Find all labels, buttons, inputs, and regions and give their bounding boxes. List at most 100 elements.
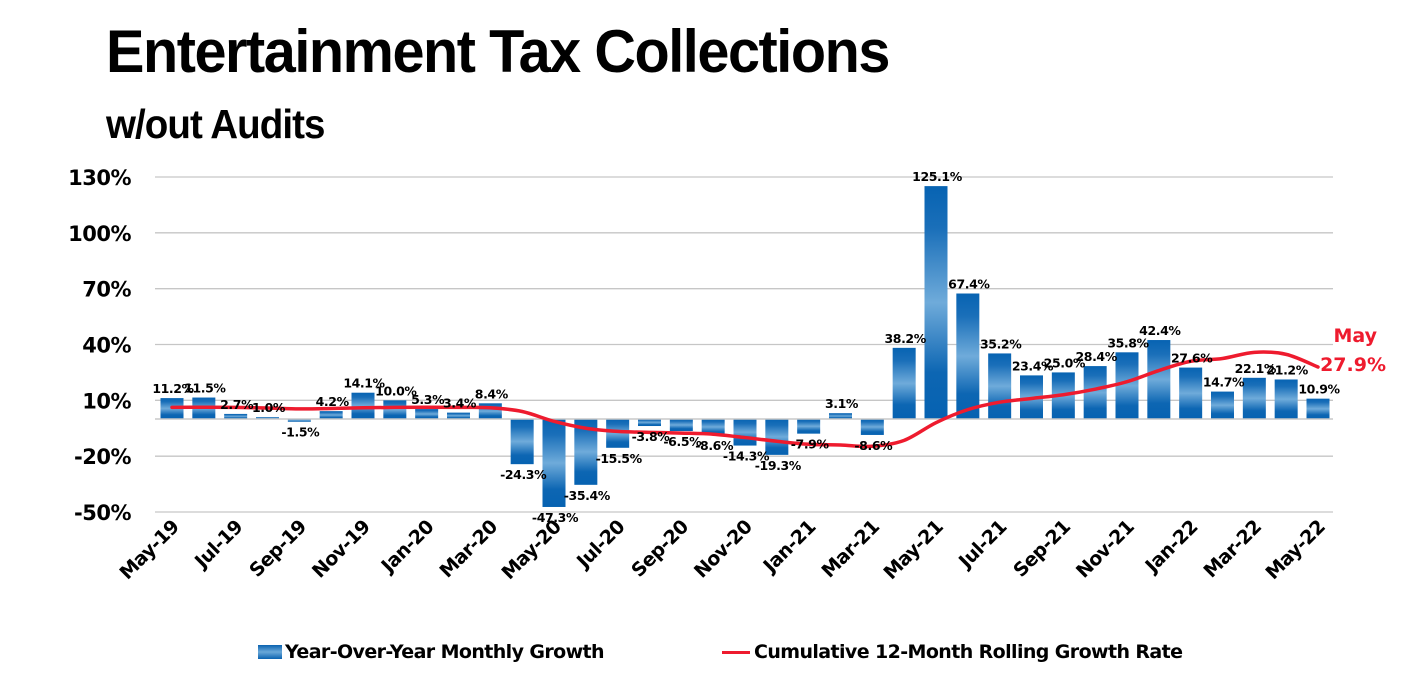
bar-Dec-20 (765, 418, 789, 455)
chart-title: Entertainment Tax Collections (106, 18, 890, 85)
bar-Feb-22 (1211, 391, 1234, 419)
bar-data-label: -7.9% (791, 437, 830, 452)
bar-Jan-22 (1179, 367, 1203, 419)
bar-data-label: 14.7% (1203, 375, 1245, 390)
bar-data-label: 1.0% (252, 400, 286, 415)
bar-Apr-20 (510, 418, 534, 465)
y-tick-label: 70% (82, 278, 131, 302)
bar-data-label: 11.2% (152, 381, 194, 396)
legend-label-monthly-growth: Year-Over-Year Monthly Growth (285, 641, 605, 663)
bar-data-label: -24.3% (500, 467, 547, 482)
bar-data-label: 3.4% (443, 396, 477, 411)
bar-Feb-21 (829, 413, 852, 419)
bar-Jul-20 (606, 418, 630, 448)
bar-Nov-19 (351, 392, 375, 419)
bar-data-label: -47.3% (532, 510, 579, 525)
annotation-label-value: 27.9% (1320, 354, 1386, 376)
bar-data-label: -14.3% (723, 449, 770, 464)
bar-May-22 (1306, 398, 1330, 419)
bar-Sep-19 (287, 418, 311, 422)
legend-label-rolling-growth: Cumulative 12-Month Rolling Growth Rate (754, 641, 1183, 663)
bar-Dec-21 (1147, 340, 1171, 419)
x-tick-label: May-19 (115, 516, 183, 584)
x-tick-label: Jan-22 (1140, 516, 1202, 578)
bar-data-label: 8.4% (475, 386, 509, 401)
bar-Jun-21 (956, 293, 980, 419)
bar-data-label: 22.1% (1235, 361, 1277, 376)
x-tick-label: May-22 (1261, 516, 1329, 584)
x-tick-label: Sep-20 (627, 516, 693, 582)
bar-Jan-20 (415, 409, 439, 419)
bar-data-label: -19.3% (755, 458, 802, 473)
legend-item-monthly-growth: Year-Over-Year Monthly Growth (258, 638, 605, 666)
bar-Nov-21 (1115, 352, 1139, 419)
x-tick-label: May-21 (879, 516, 947, 584)
bar-Aug-19 (256, 417, 279, 419)
bar-May-21 (924, 186, 948, 419)
x-tick-label: Sep-21 (1009, 516, 1075, 582)
bar-data-label: -35.4% (564, 488, 611, 503)
x-tick-label: Jul-19 (189, 516, 247, 574)
x-tick-label: Jul-20 (571, 516, 629, 574)
bar-data-label: 35.2% (980, 336, 1022, 351)
legend-line-swatch-icon (722, 650, 750, 654)
bar-May-20 (542, 418, 566, 507)
bar-data-label: 125.1% (912, 169, 963, 184)
annotation-label-month: May (1333, 325, 1377, 347)
x-tick-label: May-20 (497, 516, 565, 584)
bar-data-labels: 11.2%11.5%2.7%1.0% -1.5% 4.2% 14.1%10.0%5.3… (152, 169, 1341, 525)
bar-Nov-20 (733, 418, 757, 446)
chart-subtitle: w/out Audits (106, 101, 325, 147)
x-tick-label: Nov-21 (1072, 516, 1139, 583)
bar-data-label: 21.2% (1266, 362, 1308, 377)
y-tick-label: 100% (68, 222, 131, 246)
bar-data-label: -3.8% (632, 429, 671, 444)
bar-data-label: -8.6% (854, 438, 893, 453)
bar-Feb-20 (447, 412, 470, 419)
bar-Aug-20 (638, 418, 661, 427)
rolling-growth-line (170, 350, 1320, 449)
y-tick-label: 40% (82, 334, 131, 358)
bar-Mar-20 (478, 403, 502, 419)
bar-data-label: -8.6% (695, 438, 734, 453)
x-tick-label: Nov-20 (690, 516, 757, 583)
bar-Dec-19 (383, 400, 407, 419)
x-tick-label: Jan-20 (376, 516, 439, 579)
bar-Jun-20 (574, 418, 598, 485)
x-tick-label: Jan-21 (758, 516, 820, 578)
bar-data-label: 38.2% (884, 331, 926, 346)
bar-Oct-21 (1083, 366, 1107, 419)
y-axis-ticks: 130% 100% 70% 40% 10% -20% -50% (68, 166, 132, 525)
y-tick-label: 130% (68, 166, 131, 190)
bar-data-label: -1.5% (281, 425, 320, 440)
bar-data-label: 67.4% (948, 277, 990, 292)
x-tick-label: Sep-19 (245, 516, 311, 582)
bar-data-label: 14.1% (343, 376, 385, 391)
gridlines (155, 176, 1333, 513)
bar-Sep-20 (669, 418, 693, 432)
bar-data-label: 2.7% (220, 397, 254, 412)
bar-Apr-22 (1274, 379, 1298, 419)
bar-data-label: -15.5% (596, 451, 643, 466)
bar-data-label: 35.8% (1107, 335, 1149, 350)
legend-item-rolling-growth: Cumulative 12-Month Rolling Growth Rate (722, 638, 1183, 666)
x-tick-label: Mar-22 (1200, 516, 1266, 582)
bar-data-label: 25.0% (1044, 355, 1086, 370)
bar-data-label: 42.4% (1139, 323, 1181, 338)
bar-Mar-22 (1242, 377, 1266, 419)
y-tick-label: -50% (74, 501, 131, 525)
x-tick-label: Mar-20 (436, 516, 503, 583)
legend-bar-swatch-icon (258, 645, 282, 659)
bar-data-label: 10.9% (1298, 382, 1340, 397)
bar-data-label: 27.6% (1171, 351, 1213, 366)
bar-data-label: 28.4% (1075, 349, 1117, 364)
y-tick-label: 10% (82, 389, 131, 413)
bar-Jul-19 (224, 413, 248, 419)
bar-Jan-21 (797, 418, 821, 434)
bar-Oct-20 (701, 418, 725, 435)
bar-data-label: 3.1% (825, 396, 859, 411)
bar-data-label: 10.0% (375, 383, 417, 398)
annotation-may: May 27.9% (1320, 325, 1386, 376)
